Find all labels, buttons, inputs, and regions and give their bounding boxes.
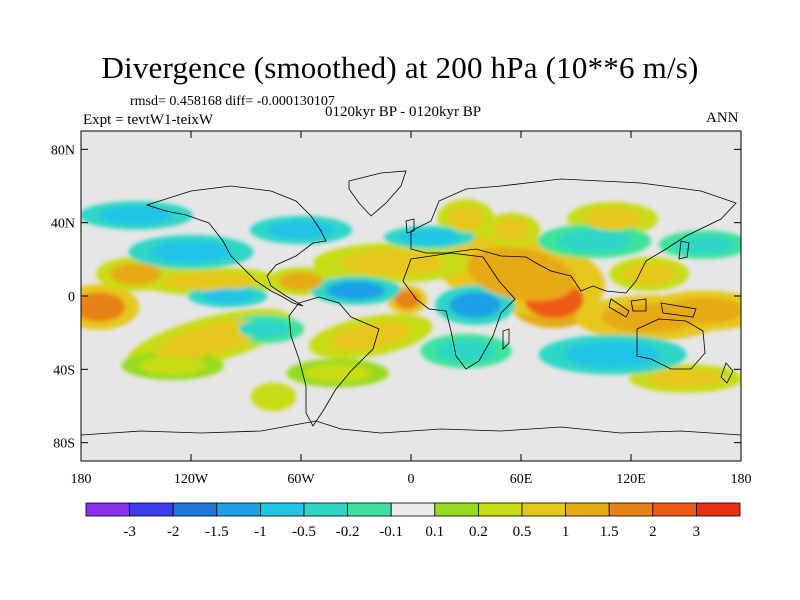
field-core-29 [436,340,496,362]
colorbar-swatch-4 [259,502,305,517]
plot-title: Divergence (smoothed) at 200 hPa (10**6 … [101,50,699,85]
field-core-18 [649,369,723,388]
field-core-30 [238,319,290,339]
field-core-24 [99,206,173,225]
colorbar-label-11: 1.5 [600,524,619,540]
colorbar-swatch-2 [172,502,218,517]
field-core-22 [202,288,254,304]
field-core-8 [279,272,323,291]
colorbar-swatch-6 [347,502,392,517]
lat-label-1: 40N [51,217,75,232]
colorbar-swatch-13 [652,502,697,517]
colorbar-label-6: -0.1 [379,524,403,540]
colorbar-label-0: -3 [123,524,136,540]
lat-label-3: 40S [53,363,75,378]
colorbar-svg: -3 -2 -1.5 -1 -0.5 -0.2 -0.1 0.1 0.2 0.5 1 1.5 2 3 [85,502,741,540]
colorbar-label-9: 0.5 [513,524,532,540]
field-core-6 [110,263,162,285]
lon-label-4: 60E [510,472,533,487]
lon-label-1: 120W [174,472,209,487]
field-core-15 [623,263,675,285]
colorbar-swatch-8 [434,502,479,517]
colorbar-swatch-12 [608,502,654,517]
colorbar-label-5: -0.2 [336,524,360,540]
axis-ticks: 80N 40N 0 40S 80S 180 120W 60W 0 60E 120E 180 [51,131,752,487]
field-core-20 [326,281,386,300]
field-core-3 [664,297,741,324]
field-core-12 [447,206,485,232]
colorbar-swatch-9 [477,502,523,517]
lon-label-2: 60W [287,472,315,487]
colorbar-swatch-14 [696,502,741,517]
field-core-13 [493,219,531,241]
lon-label-5: 120E [616,472,646,487]
field-core-10 [330,321,411,351]
map-plot: 80N 40N 0 40S 80S 180 120W 60W 0 60E 120E 180 [51,130,752,487]
colorbar-label-1: -2 [167,524,180,540]
lon-label-0: 180 [71,472,92,487]
colorbar-label-13: 3 [693,524,701,540]
lat-label-0: 80N [51,143,75,158]
divergence-map: 80N 40N 0 40S 80S 180 120W 60W 0 60E 120E 180 [51,130,752,487]
colorbar-label-8: 0.2 [469,524,488,540]
colorbar-swatch-5 [303,502,348,517]
period-label: 0120kyr BP - 0120kyr BP [325,104,482,120]
lon-label-3: 0 [408,472,415,487]
field-core-17 [139,356,206,375]
field-core-19 [304,363,371,383]
colorbar-label-12: 2 [649,524,657,540]
field-core-23 [150,241,232,263]
colorbar-label-3: -1 [254,524,267,540]
colorbar-swatch-1 [129,502,174,517]
colorbar-label-7: 0.1 [425,524,444,540]
field-core-16 [258,387,289,407]
field-core-26 [400,230,459,245]
lat-label-2: 0 [68,290,75,305]
stats-text: rmsd= 0.458168 diff= -0.000130107 [130,94,335,109]
case-label: Expt = tevtW1-teixW [83,112,214,128]
field-blobs [81,199,741,412]
colorbar-swatch-11 [565,502,610,517]
colorbar-label-4: -0.5 [292,524,316,540]
field-core-31 [675,235,734,254]
field-core-28 [565,341,661,368]
field-core-14 [583,208,642,230]
colorbar-label-10: 1 [562,524,570,540]
field-core-1 [466,246,576,302]
season-label: ANN [706,110,739,126]
field-core-5 [81,292,125,322]
colorbar-swatch-3 [216,502,261,517]
field-core-7 [161,272,257,291]
lon-label-6: 180 [731,472,752,487]
coastlines [81,170,741,436]
field-core-11 [156,319,263,361]
field-core-27 [557,230,631,252]
colorbar-swatch-7 [390,502,436,517]
colorbar-swatch-0 [85,502,130,517]
field-core-4 [394,290,421,309]
divergence-field [81,199,741,412]
colorbar-swatch-10 [521,502,566,517]
colorbar-label-2: -1.5 [205,524,229,540]
field-core-21 [449,292,501,318]
field-core-9 [341,250,444,276]
lat-label-4: 80S [53,437,75,452]
colorbar: -3 -2 -1.5 -1 -0.5 -0.2 -0.1 0.1 0.2 0.5 1 1.5 2 3 [85,502,741,543]
